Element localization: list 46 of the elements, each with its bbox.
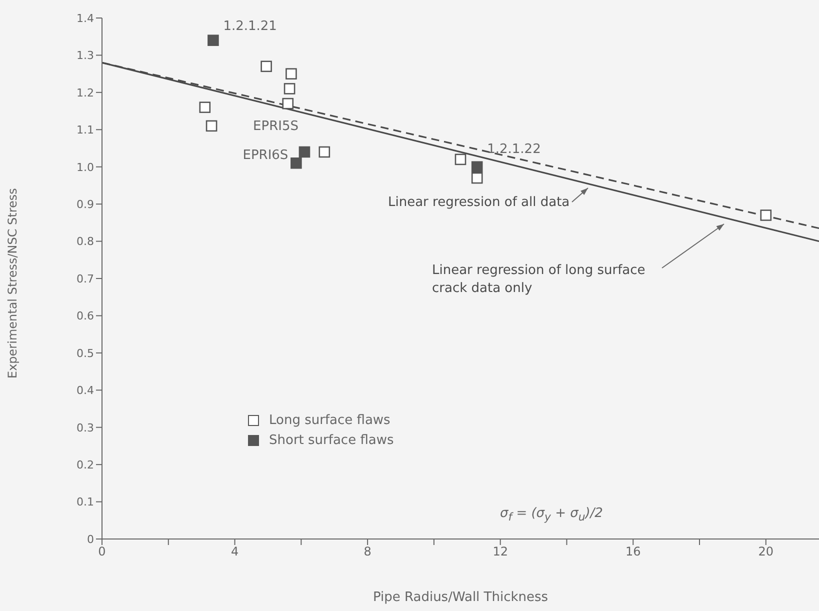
- point: [199, 102, 211, 113]
- y-axis-title: Experimental Stress/NSC Stress: [5, 188, 20, 378]
- y-tick-label: 0.1: [76, 496, 94, 509]
- point: [208, 34, 219, 46]
- point: [286, 68, 297, 80]
- y-tick-label: 1.4: [76, 12, 94, 25]
- y-tick-label: 0.4: [76, 384, 94, 398]
- point: [471, 161, 483, 173]
- point: [298, 146, 310, 158]
- point: [206, 120, 218, 132]
- annotation: 1.2.1.22: [487, 142, 541, 157]
- x-tick-label: 0: [98, 544, 106, 559]
- point: [318, 146, 330, 158]
- x-tick-label: 16: [625, 544, 641, 559]
- point: [284, 83, 296, 94]
- legend-label: Long surface flaws: [269, 412, 390, 428]
- y-tick-label: 0.6: [76, 310, 94, 323]
- y-tick-label: 1.2: [76, 86, 94, 100]
- annotation: EPRI5S: [253, 118, 298, 134]
- annotation: σ$_{f}$ = (σ$_{y}$ + σ$_{u}$)/2: [500, 506, 603, 524]
- point: [282, 98, 294, 110]
- legend-label: Short surface flaws: [269, 432, 394, 448]
- point: [471, 172, 483, 184]
- y-tick-label: 1.3: [76, 49, 94, 62]
- annotation: 1.2.1.21: [223, 19, 277, 34]
- x-tick-label: 8: [364, 544, 372, 559]
- point: [760, 210, 772, 221]
- y-tick-label: 0.5: [76, 346, 94, 360]
- x-tick-label: 20: [758, 544, 774, 559]
- y-tick-label: 0.9: [76, 198, 94, 211]
- x-tick-label: 12: [492, 544, 508, 559]
- point: [454, 154, 466, 166]
- annotation: EPRI6S: [242, 148, 288, 164]
- y-tick-label: 1.1: [76, 124, 94, 137]
- point: [290, 157, 302, 169]
- x-tick-label: 4: [230, 544, 239, 559]
- x-axis-title: Pipe Radius/Wall Thickness: [372, 590, 548, 605]
- series-label: Linear regression of all data: [388, 194, 571, 212]
- y-tick-label: 0.2: [76, 458, 94, 472]
- point: [260, 60, 272, 72]
- y-tick-label: 0.3: [76, 421, 94, 434]
- text: Linear regression of long surface crack data only: [432, 262, 646, 298]
- y-tick-label: 0.8: [76, 235, 94, 248]
- y-tick-label: 0.7: [76, 272, 94, 286]
- y-tick-label: 0: [87, 532, 94, 546]
- y-tick-label: 1.0: [76, 160, 94, 174]
